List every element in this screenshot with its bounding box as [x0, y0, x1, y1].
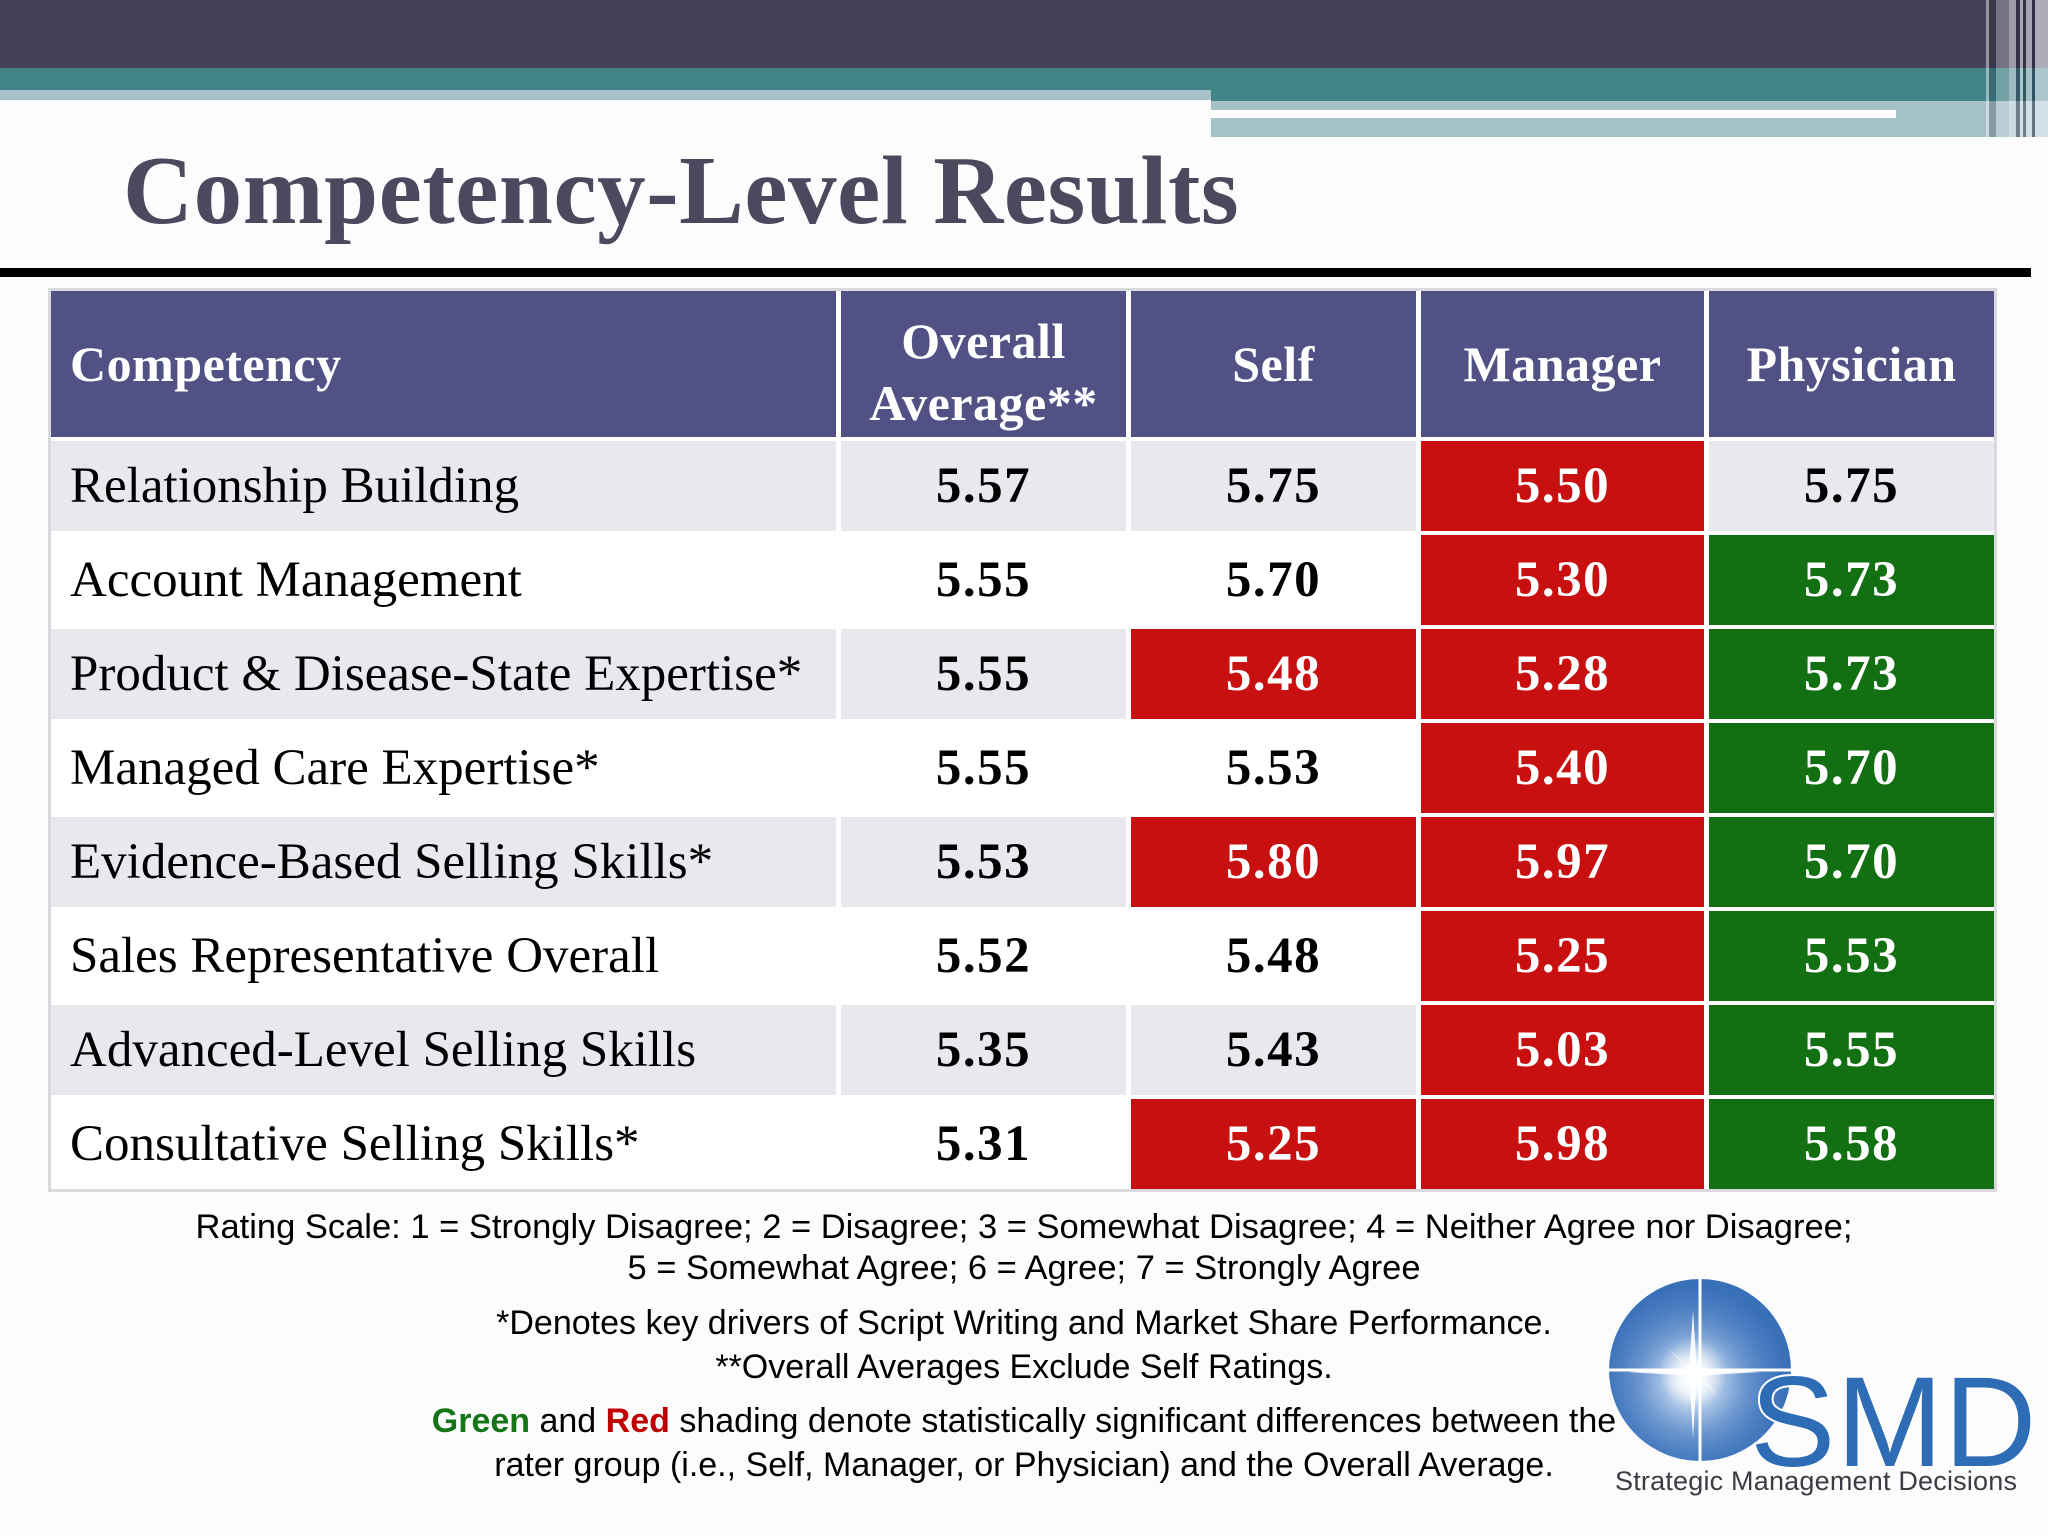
- svg-text:SMD: SMD: [1750, 1351, 2037, 1494]
- svg-text:Strategic Management Decisions: Strategic Management Decisions: [1615, 1466, 2017, 1496]
